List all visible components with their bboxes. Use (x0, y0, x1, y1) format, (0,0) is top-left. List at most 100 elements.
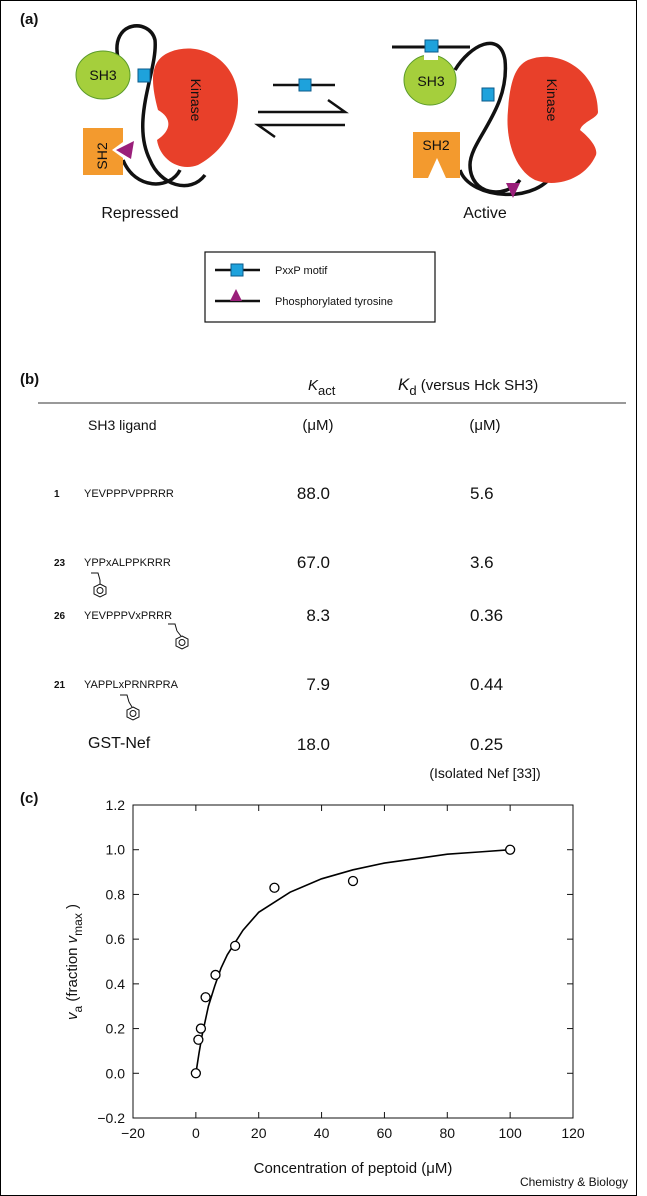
legend-text: PxxP motif (275, 265, 328, 277)
data-point (193, 1034, 204, 1045)
unit: (μM) (302, 417, 333, 434)
y-tick-label: −0.2 (97, 1110, 125, 1126)
sh2-label: SH2 (94, 142, 110, 169)
active-diagram: SH3 SH2 Kinase Active (392, 39, 598, 222)
x-axis-label: Concentration of peptoid (μM) (254, 1160, 453, 1177)
plot: −20 0 20 40 60 80 100 120 −0.2 0.0 0.2 0.4 0.6 0.8 1.0… (97, 797, 585, 1141)
column-header: SH3 ligand (88, 417, 157, 433)
y-tick-label: 0.2 (106, 1021, 126, 1037)
ligand: YAPPLxPRNRPRA (84, 679, 179, 691)
row-id: 23 (54, 558, 66, 569)
x-tick-label: 80 (439, 1125, 455, 1141)
legend-pxxp (230, 263, 244, 277)
forward-arrow (258, 98, 349, 114)
k-d: 3.6 (470, 553, 494, 572)
credit: Chemistry & Biology (520, 1175, 628, 1189)
row-id: 26 (54, 611, 66, 622)
sh2-label: SH2 (422, 137, 449, 153)
ligand: GST-Nef (88, 735, 151, 752)
k-act: 18.0 (297, 735, 330, 754)
suffix: (versus Hck SH3) (417, 377, 539, 394)
x-tick-label: 100 (498, 1125, 522, 1141)
y-tick-label: 0.0 (106, 1065, 126, 1081)
row-id: 21 (54, 680, 66, 691)
unit: (μM) (469, 417, 500, 434)
side-chain (168, 623, 182, 637)
symbol: K (308, 377, 319, 394)
data-point (504, 844, 516, 855)
y-tick-label: 1.2 (106, 797, 126, 813)
repressed-diagram: SH3 SH2 Kinase Repressed (75, 24, 238, 222)
table-note: (Isolated Nef [33]) (429, 765, 540, 781)
state-label: Active (463, 205, 507, 222)
y-label-part: v (64, 1011, 81, 1020)
kinase-label: Kinase (188, 79, 204, 122)
ring (175, 635, 189, 650)
panel-label: (b) (20, 371, 39, 388)
symbol: K (398, 375, 410, 394)
phosphotyrosine (116, 141, 134, 159)
legend-text: Phosphorylated tyrosine (275, 296, 393, 308)
data-point (195, 1023, 207, 1034)
ring (93, 583, 107, 598)
sh3-domain (75, 50, 131, 100)
data-point (200, 992, 211, 1003)
legend-box (204, 251, 436, 323)
data-point (347, 875, 359, 887)
data-point (229, 940, 241, 951)
y-label-part: ) (64, 904, 81, 913)
k-act: 8.3 (306, 606, 330, 625)
ligand: YEVPPPVxPRRR (84, 610, 172, 622)
fit-curve (195, 848, 511, 1074)
row-id: 1 (54, 489, 60, 500)
x-tick-label: 0 (192, 1125, 200, 1141)
y-axis-label: va (fraction vmax ) (64, 904, 85, 1020)
k-act: 7.9 (306, 675, 330, 694)
k-d: 0.36 (470, 606, 503, 625)
linker (121, 159, 182, 186)
y-label-part: a (71, 1006, 85, 1013)
ring (126, 706, 140, 721)
subscript: d (409, 383, 416, 398)
pxxp-motif (481, 87, 495, 102)
x-tick-label: 120 (561, 1125, 585, 1141)
data-point (269, 882, 280, 893)
sh2-domain (413, 132, 460, 178)
y-label-part: v (64, 934, 81, 943)
k-act: 88.0 (297, 484, 330, 503)
column-header: Kd (versus Hck SH3) (398, 375, 538, 398)
panel-label: (a) (20, 11, 38, 28)
sh3-label: SH3 (417, 73, 444, 89)
data-point (190, 1068, 202, 1079)
table-body: 1 YEVPPPVPPRRR 88.0 5.6 23 YPPxALPPKRRR 67.0 3.… (54, 484, 503, 754)
ligand: YPPxALPPKRRR (84, 557, 171, 569)
k-d: 0.25 (470, 735, 503, 754)
equilibrium (254, 78, 349, 139)
kinase-domain (153, 48, 238, 168)
subscript: act (318, 383, 336, 398)
sh2-domain (83, 128, 123, 175)
linker (115, 24, 207, 188)
ligand: YEVPPPVPPRRR (84, 488, 174, 500)
pxxp-motif (298, 78, 312, 92)
k-d: 5.6 (470, 484, 494, 503)
phosphotyrosine (506, 183, 520, 198)
ring (129, 710, 137, 717)
data-point (210, 969, 221, 981)
y-tick-label: 1.0 (106, 842, 126, 858)
k-act: 67.0 (297, 553, 330, 572)
ring (96, 587, 104, 594)
column-header: Kact (308, 377, 336, 398)
ring (178, 639, 186, 646)
x-tick-label: 60 (377, 1125, 393, 1141)
reverse-arrow (254, 123, 345, 139)
legend-ptyr (230, 289, 242, 301)
plot-frame (132, 804, 574, 1119)
kinase-label: Kinase (544, 79, 560, 122)
k-d: 0.44 (470, 675, 503, 694)
y-tick-label: 0.8 (106, 886, 126, 902)
panel-label: (c) (20, 790, 38, 807)
y-tick-label: 0.4 (106, 976, 126, 992)
